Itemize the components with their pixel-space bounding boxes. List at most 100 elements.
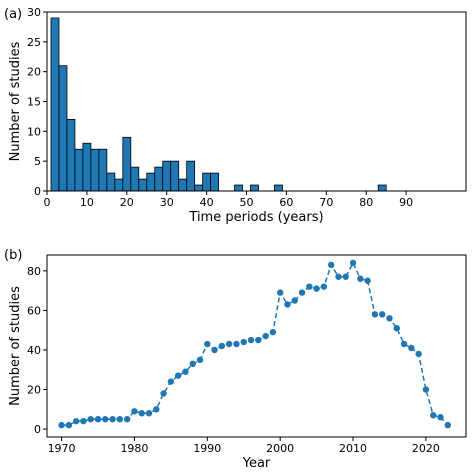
point (182, 368, 189, 375)
point (145, 410, 153, 417)
point (430, 412, 437, 419)
point (123, 415, 131, 423)
point (167, 378, 175, 385)
x-tick-label: 20 (120, 196, 134, 209)
point (116, 415, 124, 423)
point (342, 273, 349, 280)
bar (58, 65, 68, 192)
point (327, 261, 335, 269)
plot-frame (46, 254, 467, 438)
point (400, 340, 408, 348)
bar (146, 172, 156, 192)
point (72, 417, 80, 425)
point (393, 324, 400, 332)
y-tick-label: 15 (27, 96, 41, 109)
point (204, 340, 211, 348)
x-tick-label: 2020 (412, 442, 440, 455)
bar (66, 119, 76, 192)
x-tick-label: 0 (44, 196, 51, 209)
y-tick-label: 20 (27, 66, 41, 79)
point (247, 336, 255, 344)
point (444, 421, 451, 429)
bar (170, 160, 180, 192)
plot-frame (46, 11, 467, 192)
bar (274, 184, 283, 192)
bar (210, 172, 219, 192)
point (284, 301, 291, 308)
x-tick-label: 2000 (266, 442, 294, 455)
point (153, 406, 160, 413)
x-tick-label: 30 (160, 196, 174, 209)
x-axis-label: Year (242, 456, 271, 470)
bar (234, 184, 243, 192)
point (233, 340, 240, 348)
point (211, 346, 218, 354)
bar (178, 178, 188, 192)
x-tick-label: 60 (279, 196, 293, 209)
point (255, 336, 262, 344)
y-tick-label: 30 (27, 6, 41, 19)
bar (90, 148, 100, 192)
point (196, 356, 204, 364)
point (291, 297, 298, 304)
x-tick-label: 1980 (120, 442, 148, 455)
bar (50, 17, 60, 192)
bar (130, 166, 140, 192)
point (94, 415, 102, 423)
point (371, 311, 379, 318)
point (87, 415, 94, 423)
panel-label: (a) (4, 7, 22, 22)
y-axis-label: Number of studies (8, 286, 23, 406)
bar (122, 136, 132, 192)
point (335, 273, 342, 280)
point (65, 421, 73, 429)
point (174, 372, 182, 379)
point (276, 289, 284, 296)
bar (138, 178, 148, 192)
point (109, 415, 116, 423)
y-tick-label: 80 (27, 265, 41, 278)
point (320, 283, 328, 290)
bar (377, 184, 387, 192)
x-axis-label: Time periods (years) (188, 210, 323, 225)
point (102, 415, 109, 423)
y-tick-label: 10 (27, 125, 41, 138)
x-tick-label: 1990 (193, 442, 221, 455)
x-tick-label: 1970 (48, 442, 76, 455)
point (298, 289, 306, 296)
x-tick-label: 50 (240, 196, 254, 209)
point (189, 360, 196, 368)
bar (250, 184, 259, 192)
x-tick-label: 40 (200, 196, 214, 209)
bar (202, 172, 212, 192)
point (269, 328, 277, 336)
point (349, 259, 357, 267)
bar (74, 148, 84, 192)
y-tick-label: 25 (27, 36, 41, 49)
point (415, 350, 422, 358)
bar (186, 160, 196, 192)
point (313, 285, 320, 292)
point (386, 315, 393, 322)
point (80, 417, 87, 425)
x-tick-label: 70 (319, 196, 333, 209)
panel-label: (b) (4, 248, 22, 263)
bar (98, 148, 108, 192)
y-tick-label: 0 (34, 185, 41, 198)
y-tick-label: 20 (27, 384, 41, 397)
bar (114, 178, 124, 192)
point (408, 344, 415, 352)
y-tick-label: 60 (27, 304, 41, 317)
y-tick-label: 5 (34, 155, 41, 168)
point (218, 342, 226, 350)
point (437, 414, 444, 421)
point (306, 283, 313, 290)
point (364, 277, 371, 284)
point (379, 311, 386, 318)
point (225, 340, 233, 348)
point (422, 386, 430, 393)
bar (154, 166, 164, 192)
point (262, 332, 269, 340)
point (240, 338, 247, 346)
